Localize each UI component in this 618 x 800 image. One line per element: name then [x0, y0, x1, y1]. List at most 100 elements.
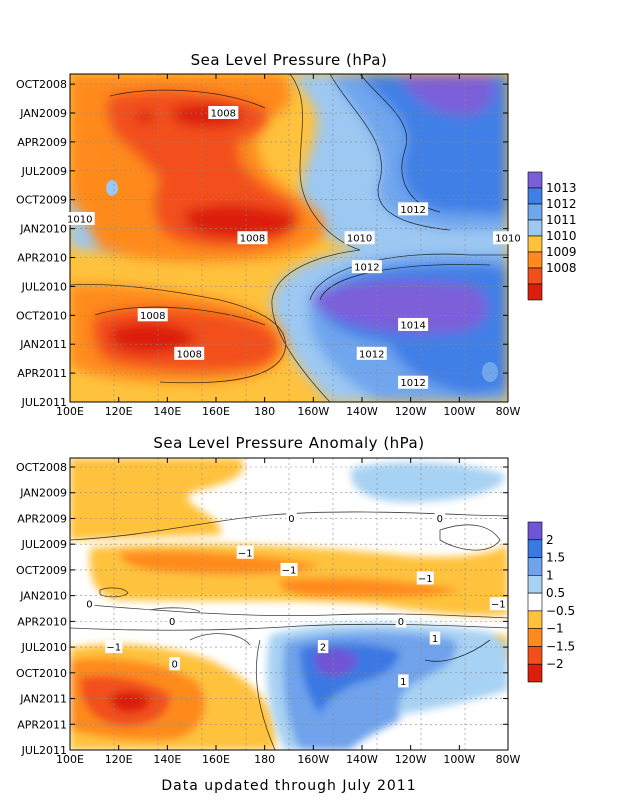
- contour-label-text: −1: [282, 565, 297, 576]
- x-tick-label: 100W: [443, 405, 475, 418]
- contour-label: 1010: [64, 211, 95, 225]
- contour-label-box: [398, 202, 429, 216]
- y-tick-label: JUL2010: [21, 280, 67, 293]
- contour-label: 0: [395, 614, 407, 628]
- top-contour-labels: 1008 1010 1008 1012 1010 1010 1012 1008 1014 1008…: [64, 106, 523, 389]
- top-colorbar: 1013 1012 1011 1010 1009 1008: [527, 171, 577, 301]
- x-tick-label: 140W: [346, 405, 378, 418]
- contour-label-box: [489, 597, 507, 611]
- contour-label-text: 1012: [354, 263, 379, 274]
- x-tick-label: 160W: [297, 753, 329, 766]
- colorbar-swatch: [527, 171, 543, 189]
- contour-label-box: [105, 640, 123, 654]
- x-tick-label: 120E: [105, 405, 133, 418]
- contour-label-box: [237, 231, 268, 245]
- y-tick-label: JAN2010: [19, 223, 67, 236]
- contour-label-box: [429, 631, 441, 645]
- y-tick-label: APR2010: [17, 252, 67, 265]
- colorbar-label: 1013: [546, 181, 577, 195]
- y-tick-label: JUL2009: [21, 538, 67, 551]
- contour-label: 1012: [351, 260, 382, 274]
- colorbar-swatch: [527, 251, 543, 269]
- contour-label-text: 1012: [400, 378, 425, 389]
- y-tick-label: JAN2009: [19, 107, 67, 120]
- y-tick-label: JUL2011: [21, 396, 67, 409]
- bottom-x-axis: 100E 120E 140E 160E 180 160W 140W 120W 100W 80W: [56, 458, 521, 766]
- contour-label-text: 0: [86, 600, 92, 611]
- colorbar-label: 1009: [546, 245, 577, 259]
- contour-label-box: [84, 597, 95, 611]
- contour-label: 0: [286, 511, 297, 525]
- x-tick-label: 160E: [202, 753, 230, 766]
- contour-label-box: [64, 211, 95, 225]
- colorbar-label: 1012: [546, 197, 577, 211]
- contour-label-text: 0: [398, 617, 404, 628]
- contour-label: 1012: [356, 346, 387, 360]
- y-tick-label: APR2009: [17, 136, 67, 149]
- contour-label: 0: [169, 657, 180, 671]
- contour-label-text: 0: [169, 617, 175, 628]
- colorbar-label: −1.5: [546, 639, 575, 653]
- x-tick-label: 160W: [297, 405, 329, 418]
- y-tick-label: JUL2011: [21, 744, 67, 757]
- x-tick-label: 140W: [346, 753, 378, 766]
- y-tick-label: JAN2011: [19, 693, 67, 706]
- contour-label-text: 1010: [347, 234, 372, 245]
- contour-label-box: [493, 231, 523, 245]
- x-tick-label: 100W: [443, 753, 475, 766]
- colorbar-label: 1008: [546, 261, 577, 275]
- x-tick-label: 120W: [395, 753, 427, 766]
- y-tick-label: OCT2008: [16, 78, 67, 91]
- y-tick-label: OCT2010: [16, 667, 67, 680]
- colorbar-swatch: [527, 203, 543, 221]
- contour-label: 0: [434, 511, 446, 525]
- y-tick-label: JUL2010: [21, 641, 67, 654]
- contour-label: −1: [236, 545, 254, 559]
- y-tick-label: APR2009: [17, 512, 67, 525]
- contour-label: 1010: [493, 231, 523, 245]
- colorbar-label: −2: [546, 657, 564, 671]
- colorbar-label: 1011: [546, 213, 577, 227]
- contour-label: 1012: [398, 202, 429, 216]
- x-tick-label: 80W: [496, 753, 521, 766]
- top-y-axis: OCT2008 JAN2009 APR2009 JUL2009 OCT2009 JAN20…: [16, 78, 508, 409]
- y-tick-label: JAN2010: [19, 590, 67, 603]
- contour-label-box: [317, 640, 329, 654]
- contour-label: 1012: [398, 375, 429, 389]
- contour-label-box: [356, 346, 387, 360]
- contour-label-text: 1: [432, 634, 438, 645]
- colorbar-swatch: [527, 575, 543, 594]
- contour-label-box: [398, 375, 429, 389]
- contour-label-text: −1: [106, 643, 121, 654]
- x-tick-label: 120E: [105, 753, 133, 766]
- contour-label-text: 1008: [240, 234, 265, 245]
- top-pressure-field: [70, 74, 508, 402]
- contour-label-text: −1: [491, 600, 506, 611]
- contour-label-text: −1: [238, 548, 253, 559]
- contour-label-text: 1012: [359, 349, 384, 360]
- contour-label: 1008: [208, 106, 239, 120]
- contour-label-box: [416, 571, 434, 585]
- bottom-contour-labels: 0 0 −1 −1 −1 0 −1 0 0 1 −1 2 0 1: [84, 511, 507, 688]
- contour-label-text: 1008: [177, 349, 202, 360]
- contour-label-text: 2: [320, 643, 326, 654]
- colorbar-label: 2: [546, 533, 554, 547]
- bottom-chart-title: Sea Level Pressure Anomaly (hPa): [153, 434, 424, 452]
- colorbar-swatch: [527, 521, 543, 541]
- y-tick-label: JAN2009: [19, 487, 67, 500]
- contour-label-box: [137, 308, 168, 322]
- colorbar-swatch: [527, 539, 543, 558]
- y-tick-label: JUL2009: [21, 165, 67, 178]
- y-tick-label: OCT2009: [16, 564, 67, 577]
- contour-label: 1: [429, 631, 441, 645]
- contour-label-box: [280, 562, 298, 576]
- contour-label: −1: [489, 597, 507, 611]
- footer-note: Data updated through July 2011: [161, 778, 416, 794]
- contour-label: −1: [105, 640, 123, 654]
- contour-label-box: [398, 317, 429, 331]
- colorbar-label: 1.5: [546, 551, 565, 565]
- contour-label: −1: [280, 562, 298, 576]
- y-tick-label: OCT2009: [16, 194, 67, 207]
- y-tick-label: OCT2008: [16, 461, 67, 474]
